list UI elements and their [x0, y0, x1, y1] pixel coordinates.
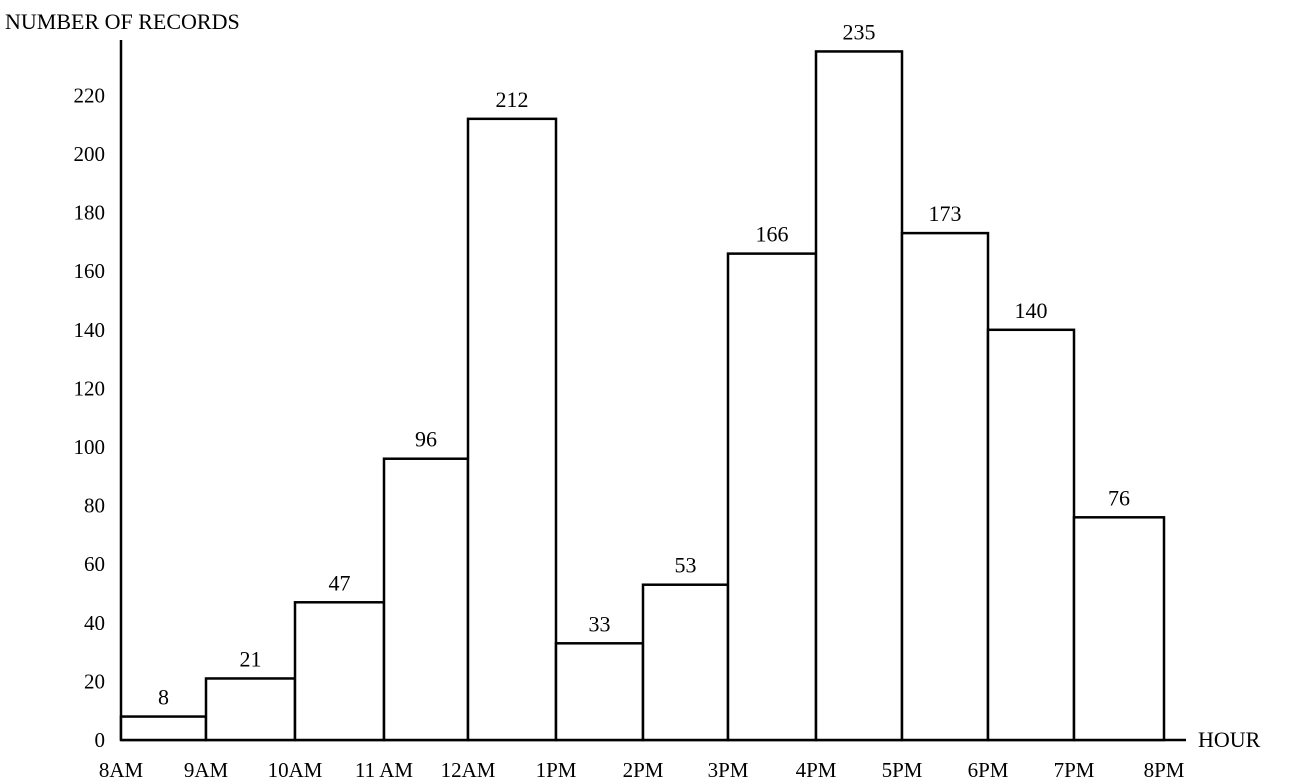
bar-value-label: 140	[1015, 298, 1048, 323]
bar-value-label: 76	[1108, 485, 1130, 510]
y-tick-label: 180	[74, 201, 106, 225]
bar	[382, 457, 470, 742]
x-tick-label: 3PM	[708, 758, 749, 782]
bar-value-label: 173	[929, 201, 962, 226]
x-tick-labels: 8AM 9AM 10AM 11 AM 12AM 1PM 2PM 3PM 4PM 5PM 6PM 7PM…	[99, 758, 1185, 782]
y-tick-label: 60	[84, 552, 105, 576]
y-tick-label: 120	[74, 376, 106, 400]
y-tick-label: 80	[84, 494, 105, 518]
bar	[554, 642, 645, 742]
x-tick-label: 5PM	[882, 758, 923, 782]
bar	[641, 583, 730, 742]
x-tick-label: 9AM	[184, 758, 229, 782]
bar	[814, 50, 904, 742]
bar	[293, 601, 386, 742]
bar-value-label: 212	[496, 87, 529, 112]
bar-value-label: 235	[843, 19, 876, 44]
y-tick-label: 40	[84, 611, 105, 635]
y-tick-label: 220	[74, 83, 106, 107]
x-tick-label: 10AM	[268, 758, 323, 782]
x-tick-label: 2PM	[623, 758, 664, 782]
bar	[1072, 516, 1166, 742]
x-tick-label: 12AM	[441, 758, 496, 782]
bar	[986, 328, 1076, 742]
y-tick-label: 140	[74, 318, 106, 342]
bar	[204, 677, 297, 742]
bar	[726, 252, 818, 742]
bar-group	[119, 50, 1166, 742]
bar	[900, 231, 990, 742]
x-tick-label: 8PM	[1144, 758, 1185, 782]
bar-value-label: 8	[158, 685, 169, 710]
y-tick-label: 200	[74, 142, 106, 166]
y-axis-label: NUMBER OF RECORDS	[5, 9, 240, 34]
x-tick-label: 1PM	[536, 758, 577, 782]
bar	[466, 117, 558, 742]
y-tick-labels: 0 20 40 60 80 100 120 140 160 180 200 220	[74, 83, 106, 752]
bar	[119, 715, 208, 742]
bar-value-label: 166	[756, 222, 789, 247]
value-labels: 8 21 47 96 212 33 53 166 235 173 140 76	[158, 19, 1130, 709]
y-tick-label: 0	[95, 728, 106, 752]
x-axis-label: HOUR	[1198, 727, 1261, 752]
x-tick-label: 11 AM	[355, 758, 413, 782]
bar-value-label: 33	[589, 611, 611, 636]
bar-value-label: 96	[415, 427, 437, 452]
bar-value-label: 53	[675, 553, 697, 578]
x-tick-label: 8AM	[99, 758, 144, 782]
x-tick-label: 7PM	[1054, 758, 1095, 782]
y-tick-label: 20	[84, 669, 105, 693]
y-tick-label: 160	[74, 259, 106, 283]
x-tick-label: 6PM	[968, 758, 1009, 782]
y-tick-label: 100	[74, 435, 106, 459]
bar-value-label: 21	[240, 646, 262, 671]
bar-value-label: 47	[329, 570, 351, 595]
x-tick-label: 4PM	[796, 758, 837, 782]
